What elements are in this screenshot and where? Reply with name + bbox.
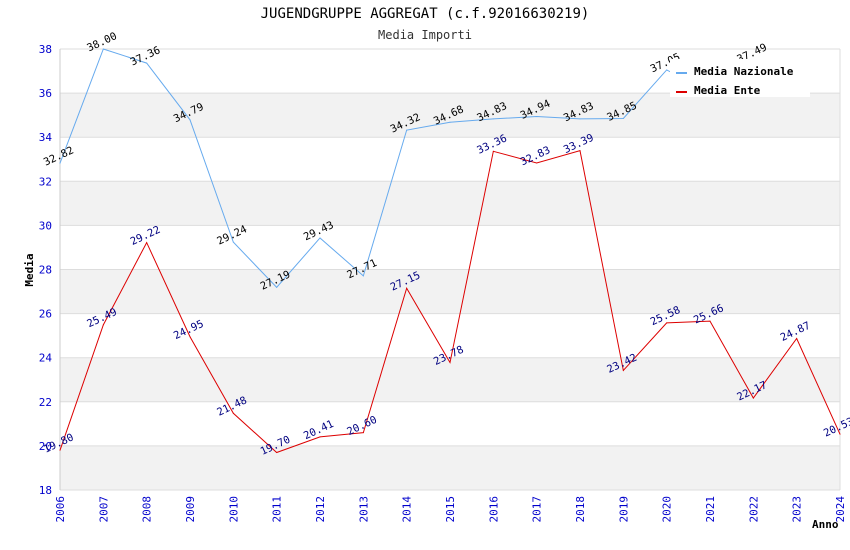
y-tick-label: 32 <box>39 175 52 188</box>
chart-subtitle: Media Importi <box>378 28 472 42</box>
data-point <box>146 242 148 244</box>
data-point <box>406 129 408 131</box>
data-point <box>622 369 624 371</box>
x-tick-label: 2007 <box>97 496 110 523</box>
data-point <box>189 119 191 121</box>
chart-title: JUGENDGRUPPE AGGREGAT (c.f.92016630219) <box>261 6 590 22</box>
data-label: 20.60 <box>345 414 379 438</box>
legend-label-nazionale: Media Nazionale <box>694 65 794 78</box>
data-label: 32.83 <box>519 144 553 168</box>
y-axis-label: Media <box>23 253 36 286</box>
data-point <box>752 397 754 399</box>
data-point <box>232 241 234 243</box>
legend-label-ente: Media Ente <box>694 84 761 97</box>
data-point <box>59 449 61 451</box>
x-tick-label: 2013 <box>357 496 370 523</box>
data-point <box>102 324 104 326</box>
x-tick-label: 2010 <box>227 496 240 523</box>
series-line <box>59 48 754 289</box>
x-tick-label: 2014 <box>401 496 414 523</box>
data-point <box>232 412 234 414</box>
x-tick-label: 2021 <box>704 496 717 523</box>
x-tick-label: 2020 <box>661 496 674 523</box>
legend-box <box>670 59 810 97</box>
x-tick-label: 2024 <box>834 496 847 523</box>
x-tick-label: 2009 <box>184 496 197 523</box>
x-tick-label: 2006 <box>54 496 67 523</box>
data-point <box>276 452 278 454</box>
data-point <box>449 362 451 364</box>
x-axis-label: Anno <box>812 518 839 531</box>
data-point <box>319 237 321 239</box>
y-tick-label: 18 <box>39 484 52 497</box>
y-tick-label: 24 <box>39 352 53 365</box>
y-tick-label: 36 <box>39 87 52 100</box>
grid-band <box>60 357 840 402</box>
data-point <box>622 117 624 119</box>
data-point <box>319 436 321 438</box>
grid-band <box>60 445 840 490</box>
data-point <box>666 322 668 324</box>
data-point <box>839 433 841 435</box>
data-label: 20.41 <box>302 418 336 442</box>
series-nazionale: 32.8238.0037.3634.7929.2427.1929.4327.71… <box>42 30 769 293</box>
x-tick-label: 2015 <box>444 496 457 523</box>
data-point <box>189 336 191 338</box>
y-tick-label: 20 <box>39 440 52 453</box>
data-point <box>536 115 538 117</box>
data-point <box>579 118 581 120</box>
x-tick-label: 2016 <box>487 496 500 522</box>
grid-bands <box>59 48 841 491</box>
x-tick-label: 2022 <box>747 496 760 523</box>
x-tick-label: 2011 <box>271 496 284 523</box>
data-point <box>666 69 668 71</box>
data-label: 38.00 <box>85 30 119 54</box>
data-point <box>449 121 451 123</box>
data-point <box>492 150 494 152</box>
data-point <box>59 162 61 164</box>
x-tick-label: 2019 <box>617 496 630 523</box>
y-tick-label: 22 <box>39 396 52 409</box>
data-label: 29.24 <box>215 223 249 247</box>
x-tick-label: 2008 <box>141 496 154 523</box>
y-tick-label: 38 <box>39 43 52 56</box>
y-tick-label: 26 <box>39 308 52 321</box>
data-label: 37.36 <box>129 44 163 68</box>
x-tick-label: 2012 <box>314 496 327 523</box>
grid-band <box>60 93 840 138</box>
data-point <box>536 162 538 164</box>
y-tick-label: 30 <box>39 219 52 232</box>
x-tick-label: 2018 <box>574 496 587 523</box>
data-point <box>492 118 494 120</box>
data-point <box>579 150 581 152</box>
data-point <box>362 432 364 434</box>
data-point <box>362 275 364 277</box>
data-point <box>146 62 148 64</box>
x-axis-ticks: 2006 2007 2008 2009 2010 2011 2012 2013 2014 2015… <box>54 496 847 523</box>
data-label: 32.82 <box>42 144 76 168</box>
legend: Media Nazionale Media Ente <box>670 59 810 97</box>
data-label: 20.53 <box>822 415 850 439</box>
data-label: 24.95 <box>172 318 206 342</box>
y-axis-ticks: 18 20 22 24 26 28 30 32 34 36 38 <box>39 43 53 497</box>
x-tick-label: 2023 <box>791 496 804 523</box>
x-tick-label: 2017 <box>531 496 544 523</box>
data-point <box>709 320 711 322</box>
grid-band <box>60 269 840 314</box>
data-point <box>102 48 104 50</box>
data-point <box>276 286 278 288</box>
y-tick-label: 28 <box>39 264 52 277</box>
y-tick-label: 34 <box>39 131 53 144</box>
grid-band <box>60 181 840 226</box>
data-point <box>796 338 798 340</box>
data-point <box>406 287 408 289</box>
